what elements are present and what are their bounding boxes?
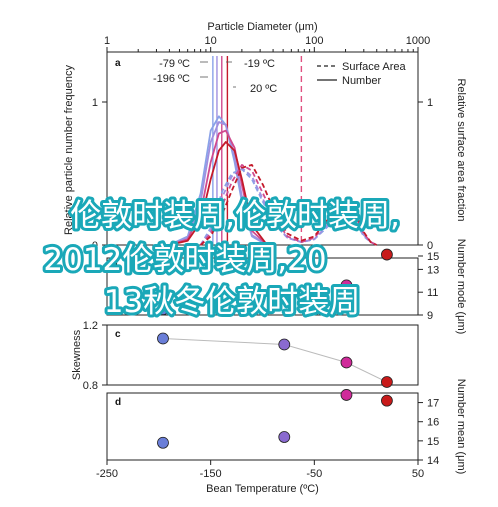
data-point (380, 248, 393, 261)
series-line-surface (200, 164, 378, 246)
left-tick-label: 0 (92, 240, 98, 252)
data-point (380, 394, 393, 407)
y-tick-label: 15 (427, 436, 439, 448)
x-tick-label: -150 (200, 468, 222, 480)
y-tick-label: 9 (427, 310, 433, 322)
temperature-annotation: -19 ºC (244, 58, 275, 70)
y-axis-label: Number mean (μm) (455, 379, 467, 475)
panel-a-frame (106, 51, 419, 246)
left-axis-label: Relative particle number frequency (63, 65, 75, 235)
panel-label-d: d (115, 397, 121, 408)
series-line-number (169, 141, 268, 246)
legend-label: Number (342, 75, 381, 87)
panel-d-frame (106, 392, 419, 461)
legend-label: Surface Area (342, 61, 406, 73)
series-line-surface (199, 168, 378, 246)
x-tick-label: 1000 (406, 35, 430, 47)
data-point (380, 376, 393, 388)
data-point (278, 291, 291, 304)
y-axis-label: Skewness (71, 329, 83, 380)
data-point (157, 303, 169, 316)
data-point (340, 356, 353, 369)
trend-line (162, 338, 388, 383)
overlay-text: 13秋冬伦敦时装周 (104, 284, 360, 320)
right-tick-label: 0 (427, 240, 433, 252)
panel-label-a: a (115, 58, 121, 69)
data-point (278, 338, 291, 351)
y-tick-label: 1.2 (83, 320, 98, 332)
y-tick-label: 0.8 (83, 380, 98, 392)
y-tick-label: 15 (427, 251, 439, 263)
data-point (278, 431, 291, 443)
y-axis-label: Number mode (μm) (455, 239, 467, 335)
y-tick-label: 17 (427, 398, 439, 410)
y-tick-label: 16 (427, 417, 439, 429)
x-tick-label: -50 (306, 468, 322, 480)
temperature-annotation: 20 ºC (250, 83, 277, 95)
y-tick-label: 14 (427, 455, 439, 467)
temperature-annotation: -196 ºC (153, 73, 190, 85)
x-tick-label: 1 (104, 35, 110, 47)
overlay-text: 2012伦敦时装周,20 (43, 242, 326, 278)
series-line-surface (199, 166, 378, 246)
y-tick-label: 13 (427, 264, 439, 276)
temperature-annotation: -79 ºC (159, 58, 190, 70)
data-point (340, 389, 353, 401)
panel-b-frame (106, 257, 419, 316)
overlay-text: 伦敦时装周,伦敦时装周, (70, 198, 400, 234)
panel-label-b: b (115, 262, 121, 273)
data-point (157, 332, 169, 345)
y-tick-label: 11 (427, 287, 438, 299)
right-tick-label: 1 (427, 97, 433, 109)
series-line-surface (199, 164, 378, 246)
series-line-number (169, 129, 268, 246)
panel-a-title: Particle Diameter (μm) (207, 21, 317, 33)
x-tick-label: 100 (305, 35, 323, 47)
data-point (157, 436, 169, 449)
x-axis-label: Bean Temperature (ºC) (206, 483, 319, 495)
x-tick-label: -250 (96, 468, 118, 480)
x-tick-label: 10 (205, 35, 217, 47)
x-tick-label: 50 (412, 468, 424, 480)
data-point (340, 279, 353, 292)
series-line-number (169, 121, 268, 246)
right-axis-label: Relative surface area fraction (455, 78, 467, 221)
left-tick-label: 1 (92, 97, 98, 109)
panel-c-frame (106, 324, 419, 386)
panel-label-c: c (115, 329, 121, 340)
